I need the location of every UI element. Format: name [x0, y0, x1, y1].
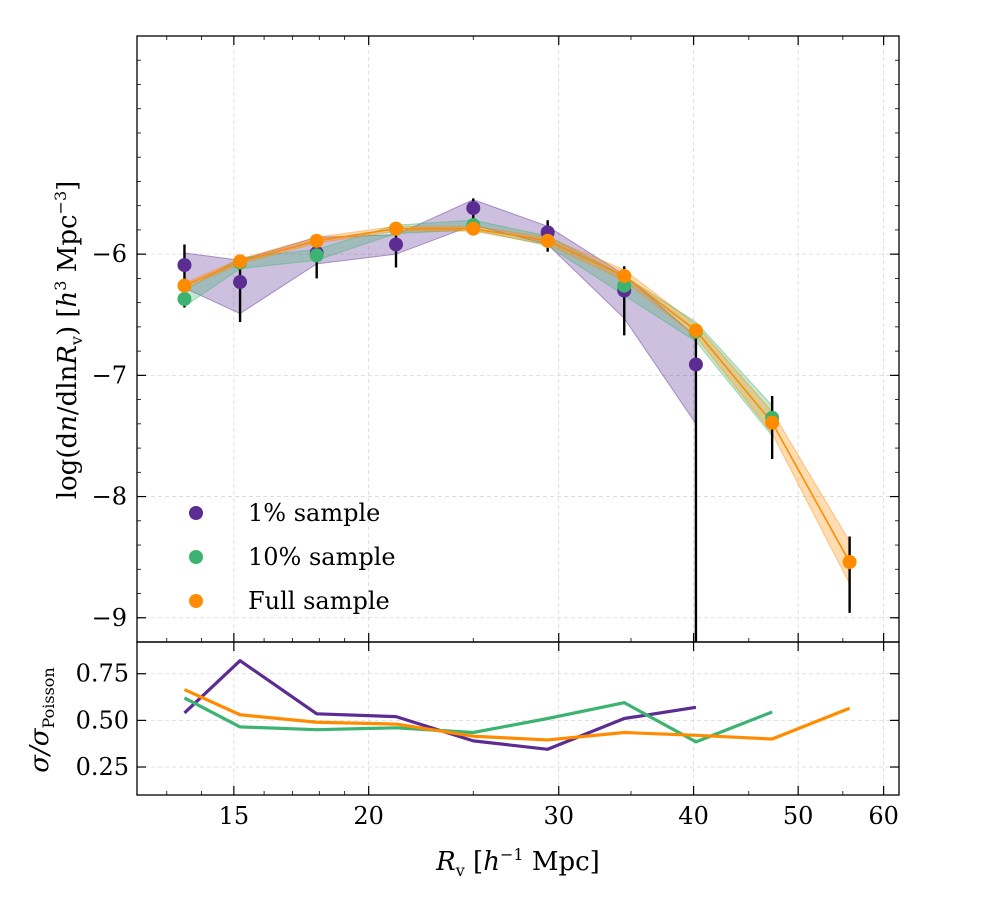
ylabel-sub: v [67, 336, 86, 346]
ylabel-end: ] [53, 181, 83, 191]
bottom-y-tick-label: 0.25 [76, 753, 129, 781]
ylabel-pre: log(d [53, 432, 83, 499]
xlabel-R: R [435, 847, 456, 877]
legend-marker-10pct [189, 550, 203, 564]
axis-titles: log(dn/dlnRv) [h3 Mpc−3] σ/σPoisson Rv [… [25, 181, 600, 880]
point-1pct-sample [688, 357, 703, 372]
point-1pct-sample [466, 201, 481, 216]
legend-marker-1pct [189, 506, 203, 520]
top-y-tick-label: −6 [92, 240, 127, 268]
point-10pct-sample [309, 248, 324, 263]
bottom-y-tick-label: 0.75 [76, 660, 129, 688]
ylabel-sup: 3 [51, 281, 70, 291]
legend: 1% sample 10% sample Full sample [189, 499, 396, 615]
xlabel-sup: −1 [500, 845, 524, 864]
point-full-sample [540, 233, 555, 248]
point-10pct-sample [617, 278, 632, 293]
point-1pct-sample [177, 258, 192, 273]
top-y-axis-title: log(dn/dlnRv) [h3 Mpc−3] [51, 181, 86, 500]
x-tick-label: 15 [219, 802, 250, 830]
bottom-panel-frame [136, 641, 900, 796]
bottom-y-axis-title: σ/σPoisson [25, 667, 58, 773]
point-full-sample [842, 555, 857, 570]
xlabel-sub: v [455, 861, 465, 880]
ylabel-unit: Mpc [53, 214, 83, 280]
legend-label-1pct: 1% sample [248, 499, 380, 527]
point-full-sample [388, 221, 403, 236]
top-y-tick-label: −8 [92, 483, 127, 511]
x-axis-title: Rv [h−1 Mpc] [435, 845, 600, 880]
x-tick-label: 40 [678, 802, 709, 830]
xlabel-h: h [483, 847, 500, 877]
ylabel-mid: /dln [53, 364, 83, 415]
point-1pct-sample [233, 275, 248, 290]
point-10pct-sample [177, 292, 192, 307]
xlabel-post: [ [465, 847, 483, 877]
point-full-sample [309, 233, 324, 248]
point-full-sample [617, 268, 632, 283]
top-y-tick-label: −7 [92, 361, 127, 389]
ratio-line-10pct-sample [183, 696, 773, 744]
x-tick-label: 20 [353, 802, 384, 830]
legend-marker-full [189, 594, 203, 608]
xlabel-unit: Mpc] [524, 847, 600, 877]
grid-layer [137, 36, 899, 795]
x-tick-label: 60 [868, 802, 899, 830]
legend-label-10pct: 10% sample [248, 543, 396, 571]
legend-label-full: Full sample [248, 587, 390, 615]
top-y-tick-label: −9 [92, 604, 127, 632]
line-layer [183, 227, 851, 751]
ylabel-n: n [53, 415, 83, 432]
point-1pct-sample [388, 237, 403, 252]
point-full-sample [233, 254, 248, 269]
line-full-sample [184, 227, 851, 563]
x-tick-label: 30 [543, 802, 574, 830]
ylabel-h: h [53, 291, 83, 308]
point-full-sample [466, 221, 481, 236]
ylabel2-main: σ/σ [25, 727, 55, 773]
point-layer [177, 201, 857, 570]
x-tick-label: 50 [783, 802, 814, 830]
ylabel-R: R [53, 345, 83, 366]
point-full-sample [177, 278, 192, 293]
bottom-y-tick-label: 0.50 [76, 706, 129, 734]
ylabel-post: ) [ [53, 307, 83, 336]
ratio-line-full-sample [183, 688, 851, 742]
ylabel-sup2: −3 [51, 191, 70, 215]
axis-layer: −6 −7 −8 −9 0.25 0.50 0.75 15 20 30 40 50 60 [76, 35, 900, 830]
point-full-sample [688, 323, 703, 338]
ylabel2-sub: Poisson [39, 667, 58, 728]
point-full-sample [765, 415, 780, 430]
